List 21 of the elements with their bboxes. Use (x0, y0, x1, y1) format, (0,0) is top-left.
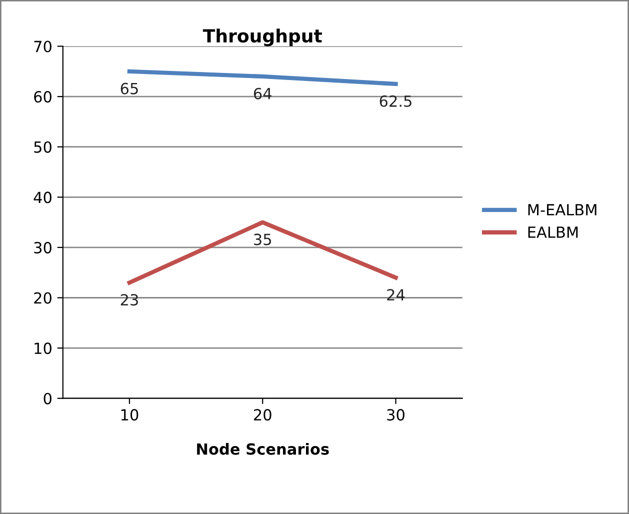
y-tick-label: 30 (34, 242, 52, 254)
y-tick-label: 60 (34, 91, 52, 103)
data-label: 24 (387, 289, 405, 300)
y-tick-label: 40 (34, 192, 52, 204)
legend-label: M-EALBM (528, 204, 596, 216)
data-label: 35 (254, 234, 271, 246)
legend-label: EALBM (528, 226, 578, 238)
x-tick-label: 10 (121, 409, 138, 421)
x-tick-label: 30 (387, 409, 404, 421)
chart-title: Throughput (202, 28, 322, 46)
x-axis-title: Node Scenarios (197, 442, 329, 455)
y-tick-label: 0 (44, 392, 52, 404)
x-tick-label: 20 (254, 409, 272, 421)
y-tick-label: 50 (34, 141, 52, 153)
data-label: 65 (120, 82, 138, 94)
data-label: 62.5 (380, 95, 412, 107)
data-label: 23 (120, 294, 138, 306)
y-tick-label: 10 (34, 342, 52, 354)
y-tick-label: 70 (34, 40, 52, 52)
y-tick-label: 20 (34, 292, 52, 304)
data-label: 64 (254, 88, 272, 100)
